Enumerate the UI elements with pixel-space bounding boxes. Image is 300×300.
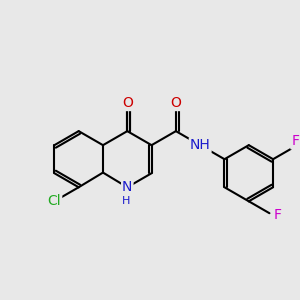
Text: F: F	[291, 134, 299, 148]
Text: F: F	[274, 208, 281, 222]
Text: NH: NH	[190, 138, 211, 152]
Text: O: O	[122, 96, 133, 110]
Text: Cl: Cl	[48, 194, 61, 208]
Text: N: N	[122, 180, 133, 194]
Text: H: H	[122, 196, 130, 206]
Text: O: O	[170, 96, 181, 110]
